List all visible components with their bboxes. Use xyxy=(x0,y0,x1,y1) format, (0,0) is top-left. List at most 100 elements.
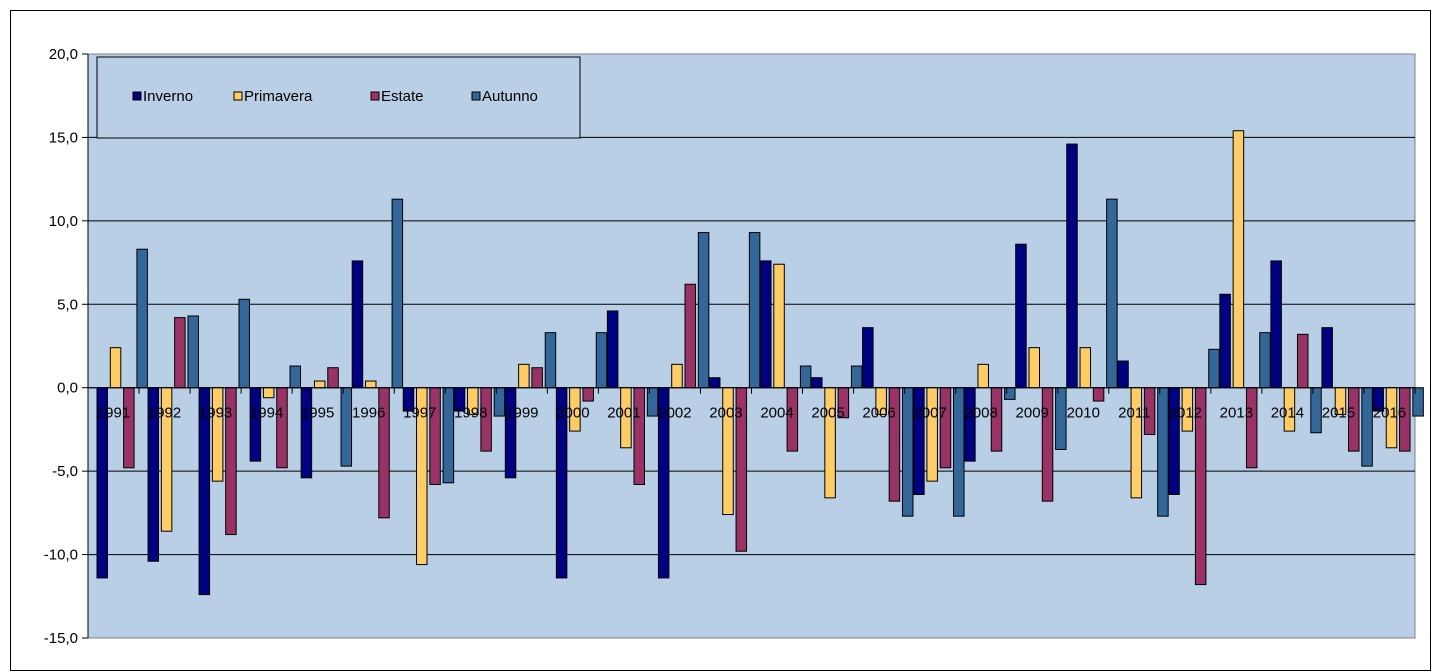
bar-autunno-2010 xyxy=(1106,198,1118,389)
bars xyxy=(96,130,1424,596)
bar-estate-1994 xyxy=(276,387,288,469)
bar-autunno-2000 xyxy=(595,332,608,389)
bar-primavera-1991 xyxy=(109,347,122,389)
bar-autunno-2005 xyxy=(850,365,863,389)
x-tick-label-2002: 2002 xyxy=(658,405,691,422)
legend-label-inverno: Inverno xyxy=(143,88,193,105)
bar-estate-2000 xyxy=(582,387,594,402)
bar-estate-2007 xyxy=(939,387,952,469)
bar-autunno-2002 xyxy=(697,232,710,389)
x-tick-label-2007: 2007 xyxy=(913,405,946,422)
legend-label-primavera: Primavera xyxy=(244,88,313,105)
bar-autunno-1994 xyxy=(289,365,302,389)
bar-estate-2001 xyxy=(633,387,645,485)
bar-autunno-2004 xyxy=(799,365,812,389)
bar-autunno-2011 xyxy=(1157,387,1169,517)
bar-inverno-2005 xyxy=(811,377,823,389)
x-tick-label-1991: 1991 xyxy=(97,405,130,422)
bar-estate-1995 xyxy=(327,367,339,389)
bar-primavera-1994 xyxy=(262,387,275,399)
x-axis-ticks: 1991 1992 1993 1994 1995 1996 1997 1998 1999 2000… xyxy=(97,405,1406,422)
bar-inverno-2008 xyxy=(964,387,976,462)
x-tick-label-2004: 2004 xyxy=(760,405,793,422)
x-tick-label-1999: 1999 xyxy=(505,405,538,422)
bar-inverno-2003 xyxy=(708,377,721,389)
bar-autunno-2007 xyxy=(953,387,965,517)
bar-estate-2002 xyxy=(684,283,697,389)
x-tick-label-2009: 2009 xyxy=(1016,405,1049,422)
bar-autunno-2001 xyxy=(646,387,659,417)
bar-autunno-1996 xyxy=(391,198,404,389)
bar-primavera-1993 xyxy=(211,387,224,482)
legend-label-estate: Estate xyxy=(381,88,424,105)
legend-swatch-inverno xyxy=(132,91,142,101)
bar-estate-1997 xyxy=(429,387,441,485)
y-axis-ticks: 20,0 15,0 10,0 5,0 0,0 -5,0 -10,0 -15,0 xyxy=(44,46,78,647)
bar-primavera-2007 xyxy=(926,387,938,482)
bar-inverno-1994 xyxy=(249,387,262,462)
y-tick-label: 15,0 xyxy=(49,129,78,146)
x-tick-label-1995: 1995 xyxy=(301,405,334,422)
x-tick-label-2013: 2013 xyxy=(1220,405,1253,422)
bar-primavera-2002 xyxy=(671,363,683,389)
bar-autunno-2016 xyxy=(1412,387,1424,417)
bar-primavera-1995 xyxy=(313,380,326,389)
bar-autunno-2009 xyxy=(1055,387,1067,450)
bar-inverno-1995 xyxy=(300,387,313,479)
legend-swatch-primavera xyxy=(233,91,243,101)
x-tick-label-1993: 1993 xyxy=(199,405,232,422)
bar-autunno-2013 xyxy=(1259,332,1271,389)
x-tick-label-2005: 2005 xyxy=(811,405,844,422)
x-tick-label-2003: 2003 xyxy=(709,405,742,422)
bar-inverno-2004 xyxy=(760,260,772,389)
bar-inverno-2015 xyxy=(1321,327,1333,389)
bar-inverno-2013 xyxy=(1219,293,1231,389)
bar-primavera-1996 xyxy=(364,380,377,389)
x-tick-label-2006: 2006 xyxy=(862,405,895,422)
bar-autunno-2014 xyxy=(1310,387,1322,434)
legend: Inverno Primavera Estate Autunno xyxy=(96,56,581,139)
bar-primavera-2008 xyxy=(977,363,989,389)
x-tick-label-1992: 1992 xyxy=(148,405,181,422)
bar-autunno-1998 xyxy=(493,387,506,417)
legend-swatch-autunno xyxy=(471,91,481,101)
bar-autunno-1993 xyxy=(238,298,250,389)
bar-estate-2014 xyxy=(1296,333,1309,389)
y-tick-label: -10,0 xyxy=(44,547,78,564)
bar-autunno-2012 xyxy=(1208,348,1220,389)
bar-primavera-2010 xyxy=(1079,347,1092,389)
bar-primavera-2013 xyxy=(1232,130,1245,389)
bar-inverno-2006 xyxy=(862,327,874,389)
x-tick-label-1996: 1996 xyxy=(352,405,385,422)
legend-swatch-estate xyxy=(370,91,380,101)
y-tick-label: 0,0 xyxy=(57,380,78,397)
bar-primavera-2009 xyxy=(1028,347,1040,389)
bar-autunno-1992 xyxy=(187,315,199,389)
bar-autunno-1999 xyxy=(544,332,557,389)
x-tick-label-2012: 2012 xyxy=(1169,405,1202,422)
bar-inverno-2001 xyxy=(606,310,619,389)
legend-label-autunno: Autunno xyxy=(482,88,538,105)
x-tick-label-2008: 2008 xyxy=(964,405,997,422)
bar-estate-2013 xyxy=(1245,387,1258,469)
bar-estate-1992 xyxy=(174,317,186,389)
y-tick-label: 20,0 xyxy=(49,46,78,63)
x-tick-label-1998: 1998 xyxy=(454,405,487,422)
bar-primavera-2004 xyxy=(773,263,785,389)
x-tick-label-2015: 2015 xyxy=(1322,405,1355,422)
x-tick-label-1994: 1994 xyxy=(250,405,283,422)
x-tick-label-2014: 2014 xyxy=(1271,405,1304,422)
y-tick-label: 10,0 xyxy=(49,213,78,230)
bar-inverno-1999 xyxy=(504,387,517,479)
bar-autunno-2015 xyxy=(1361,387,1373,467)
bar-estate-1999 xyxy=(531,367,543,389)
bar-autunno-1991 xyxy=(136,248,148,389)
bar-inverno-2010 xyxy=(1066,143,1078,389)
axes xyxy=(87,54,1416,638)
bar-autunno-1997 xyxy=(442,387,455,484)
y-tick-label: -5,0 xyxy=(52,463,78,480)
bar-autunno-2003 xyxy=(748,232,761,389)
y-tick-label: 5,0 xyxy=(57,296,78,313)
bar-autunno-2006 xyxy=(901,387,914,517)
